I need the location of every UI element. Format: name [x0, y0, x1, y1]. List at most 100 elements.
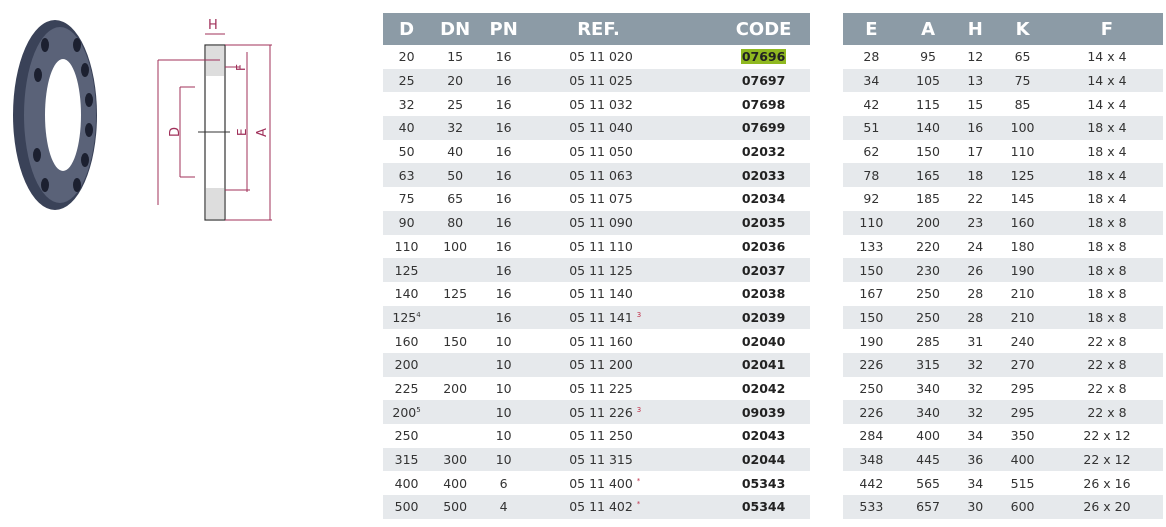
table-row: 40 32 16 05 11 040 07699: [383, 116, 810, 140]
cell-pn: 10: [480, 447, 528, 472]
table-row: 125 16 05 11 125 02037: [383, 258, 810, 282]
cell-k: 85: [1014, 96, 1031, 112]
label-a: A: [255, 128, 270, 137]
cell-h: 32: [956, 352, 995, 377]
cell-pn: 16: [495, 238, 512, 254]
cell-e: 250: [859, 380, 884, 396]
cell-h: 23: [956, 210, 995, 235]
cell-ref: 05 11 110: [569, 238, 633, 254]
flange-photo: [13, 20, 97, 210]
cell-h: 16: [956, 116, 995, 140]
cell-k: 160: [994, 210, 1051, 235]
table-row: 315 300 10 05 11 315 02044: [383, 447, 810, 472]
cell-code: 02036: [741, 238, 786, 254]
cell-a: 95: [920, 49, 936, 65]
table-header-row: E A H K F: [843, 13, 1163, 45]
cell-k: 125: [994, 163, 1051, 188]
table-row: 20 15 16 05 11 020 07696: [383, 45, 810, 69]
cell-d: 250: [394, 428, 419, 444]
cell-pn: 16: [495, 49, 512, 65]
cell-dn: 32: [430, 116, 481, 140]
cell-ref: 05 11 250: [569, 428, 633, 444]
label-e: E: [235, 128, 249, 136]
cell-dn: 500: [430, 495, 481, 519]
cell-pn: 16: [480, 116, 528, 140]
cell-h: 17: [967, 144, 984, 160]
cell-d: 90: [383, 210, 431, 235]
cell-code: 02039: [717, 305, 810, 330]
cell-f: 18 x 4: [1050, 116, 1163, 140]
cell-pn: 16: [495, 191, 512, 207]
table-row: 90 80 16 05 11 090 02035: [383, 210, 810, 235]
cell-h: 34: [967, 428, 984, 444]
cell-code: 02032: [741, 144, 786, 160]
cell-ref: 05 11 225: [569, 380, 633, 396]
cell-pn: 10: [495, 333, 512, 349]
flange-dimension-drawing: H F D E A: [157, 18, 272, 221]
cell-code: 07699: [717, 116, 810, 140]
cell-dn: 100: [443, 238, 468, 254]
cell-code: 05343: [741, 475, 786, 491]
cell-k: 100: [994, 116, 1051, 140]
cell-e: 442: [859, 475, 884, 491]
cell-e: 348: [843, 447, 900, 472]
cell-e: 42: [863, 96, 880, 112]
table-row: 1254 16 05 11 141 3 02039: [383, 305, 810, 330]
cell-a: 285: [916, 333, 940, 349]
cell-f: 18 x 4: [1087, 144, 1127, 160]
table-row: 75 65 16 05 11 075 02034: [383, 187, 810, 211]
cell-e: 51: [843, 116, 900, 140]
cell-f: 18 x 8: [1087, 238, 1127, 254]
cell-code: 05344: [717, 495, 810, 519]
cell-dn: 65: [447, 191, 464, 207]
cell-a: 657: [899, 495, 957, 519]
table-row: 62 150 17 110 18 x 4: [843, 140, 1163, 164]
cell-d: 32: [398, 96, 415, 112]
cell-dn: [430, 400, 481, 424]
cell-h: 18: [956, 163, 995, 188]
cell-h: 24: [967, 238, 984, 254]
cell-pn: 16: [480, 258, 528, 282]
cell-d: 140: [394, 286, 419, 302]
cell-e: 226: [843, 400, 900, 424]
table-row: 160 150 10 05 11 160 02040: [383, 329, 810, 353]
cell-code: 02043: [741, 428, 786, 444]
cell-f: 26 x 20: [1050, 495, 1163, 519]
cell-d: 315: [383, 447, 431, 472]
table-row: 140 125 16 05 11 140 02038: [383, 282, 810, 306]
cell-e: 533: [843, 495, 900, 519]
cell-f: 18 x 4: [1050, 163, 1163, 188]
cell-d: 63: [383, 163, 431, 188]
table-row: 150 250 28 210 18 x 8: [843, 305, 1163, 330]
cell-code: 02038: [741, 286, 786, 302]
cell-h: 30: [956, 495, 995, 519]
cell-pn: 16: [495, 96, 512, 112]
cell-code: 02041: [717, 352, 810, 377]
cell-pn: 16: [480, 305, 528, 330]
cell-code: 02034: [741, 191, 786, 207]
cell-h: 13: [956, 68, 995, 93]
table-row: 92 185 22 145 18 x 4: [843, 187, 1163, 211]
cell-h: 22: [967, 191, 984, 207]
cell-f: 18 x 8: [1087, 286, 1127, 302]
cell-f: 14 x 4: [1087, 96, 1127, 112]
cell-h: 26: [956, 258, 995, 282]
table-row: 51 140 16 100 18 x 4: [843, 116, 1163, 140]
table-row: 226 340 32 295 22 x 8: [843, 400, 1163, 424]
cell-k: 210: [1010, 286, 1035, 302]
cell-f: 14 x 4: [1087, 49, 1127, 65]
cell-a: 340: [916, 380, 940, 396]
cell-ref: 05 11 400 *: [569, 475, 641, 491]
col-header-pn: PN: [480, 13, 528, 45]
cell-d: 1254: [383, 305, 431, 330]
cell-ref: 05 11 025: [527, 68, 718, 93]
cell-pn: 10: [495, 428, 512, 444]
cell-pn: 10: [480, 400, 528, 424]
col-header-code: CODE: [717, 13, 810, 45]
cell-dn: [430, 305, 481, 330]
cell-dn: 400: [443, 475, 468, 491]
cell-h: 15: [967, 96, 984, 112]
cell-e: 150: [843, 258, 900, 282]
cell-a: 250: [916, 286, 940, 302]
cell-k: 515: [1010, 475, 1035, 491]
